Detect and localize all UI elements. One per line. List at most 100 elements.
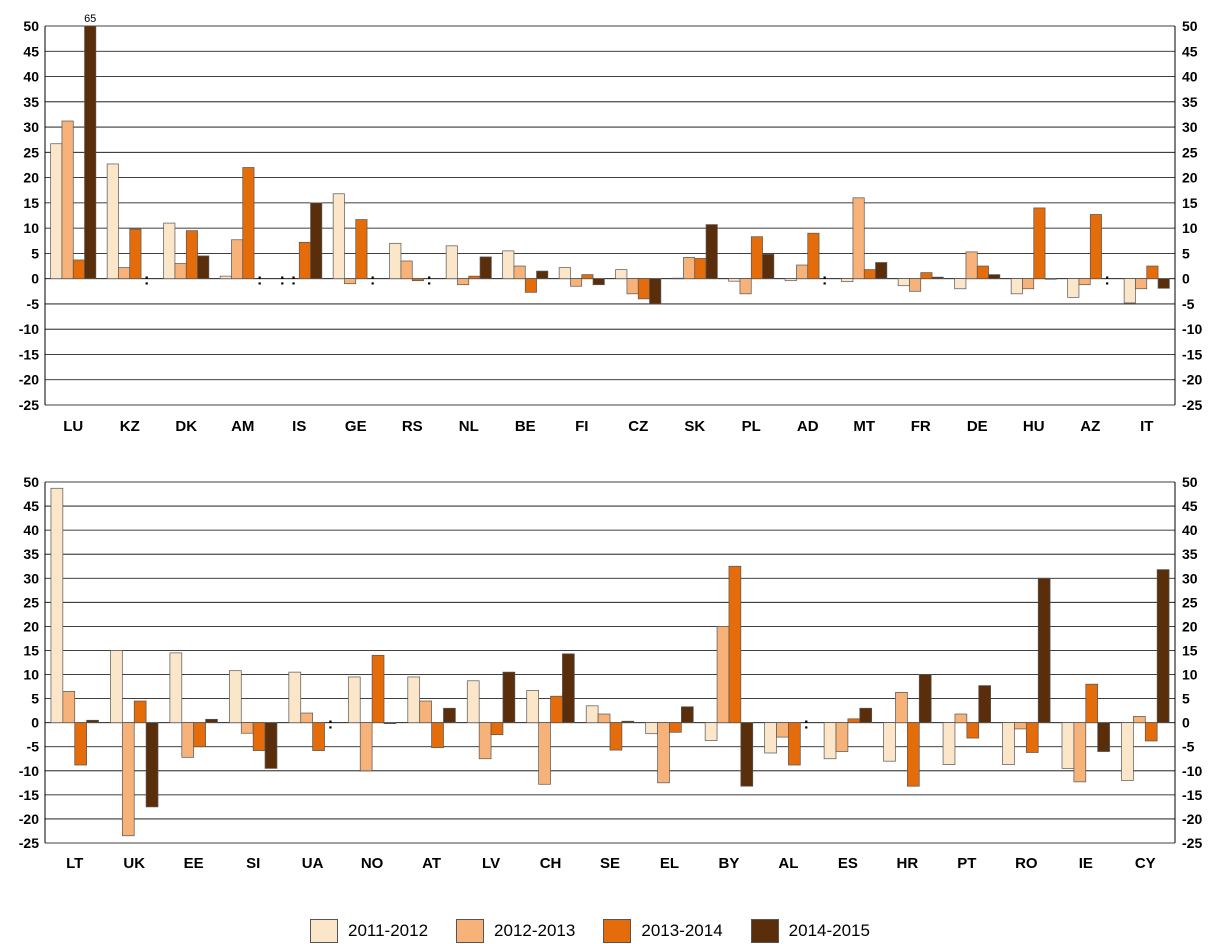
bar-PL-2012-2013 — [739, 278, 752, 295]
y-tick-label-left: 50 — [23, 18, 39, 34]
y-tick-label-left: 5 — [31, 691, 39, 707]
bar-SK-2011-2012 — [671, 277, 684, 280]
missing-marker: : — [427, 272, 432, 289]
category-label-LT: LT — [66, 855, 83, 872]
bar-BE-2012-2013 — [513, 265, 526, 280]
bar-HU-2012-2013 — [1022, 278, 1035, 290]
y-tick-label-left: -5 — [27, 296, 40, 312]
bar-CZ-2012-2013 — [626, 278, 639, 295]
bar-EL-2011-2012 — [645, 722, 658, 735]
category-label-CH: CH — [540, 855, 562, 872]
category-label-SI: SI — [246, 855, 260, 872]
category-label-CY: CY — [1135, 855, 1156, 872]
category-label-MT: MT — [853, 418, 875, 435]
category-label-BY: BY — [719, 855, 740, 872]
bar-EL-2013-2014 — [669, 722, 682, 733]
legend-swatch-2013-2014 — [603, 918, 632, 943]
category-label-EE: EE — [184, 855, 204, 872]
category-label-UK: UK — [123, 855, 145, 872]
bar-IE-2011-2012 — [1061, 722, 1075, 769]
bar-UK-2011-2012 — [110, 650, 123, 724]
bar-LT-2012-2013 — [62, 691, 76, 724]
y-tick-label-left: 15 — [23, 195, 39, 211]
category-label-RS: RS — [402, 418, 423, 435]
y-tick-label-right: -15 — [1182, 787, 1202, 803]
bar-GE-2012-2013 — [344, 278, 357, 285]
legend-swatch-2011-2012 — [310, 918, 338, 943]
category-label-AZ: AZ — [1080, 418, 1100, 435]
bar-SE-2013-2014 — [609, 722, 623, 751]
y-tick-label-right: 30 — [1182, 570, 1198, 586]
bar-BE-2014-2015 — [536, 270, 549, 280]
bar-CH-2012-2013 — [538, 722, 551, 785]
bar-AL-2011-2012 — [764, 722, 777, 754]
bar-CY-2012-2013 — [1133, 716, 1146, 724]
bar-AZ-2013-2014 — [1089, 214, 1102, 280]
y-tick-label-left: 30 — [23, 119, 39, 135]
bar-BY-2012-2013 — [716, 626, 730, 724]
bar-KZ-2012-2013 — [118, 267, 131, 280]
y-tick-label-left: -20 — [19, 811, 39, 827]
y-tick-label-right: 20 — [1182, 618, 1198, 634]
category-label-AD: AD — [797, 418, 819, 435]
bar-LU-2013-2014 — [72, 259, 85, 280]
bar-DE-2012-2013 — [965, 251, 978, 280]
y-tick-label-left: -5 — [27, 739, 40, 755]
category-label-FI: FI — [575, 418, 588, 435]
y-tick-label-right: -25 — [1182, 835, 1202, 851]
category-label-AT: AT — [422, 855, 441, 872]
bar-AD-2012-2013 — [796, 264, 809, 280]
bar-EE-2012-2013 — [181, 722, 195, 758]
y-tick-label-left: 25 — [23, 594, 39, 610]
category-label-DK: DK — [175, 418, 197, 435]
y-tick-label-right: 0 — [1182, 715, 1190, 731]
category-label-AM: AM — [231, 418, 254, 435]
missing-marker: : — [291, 272, 296, 289]
bar-DE-2014-2015 — [988, 274, 1001, 280]
category-label-SE: SE — [600, 855, 620, 872]
category-label-EL: EL — [660, 855, 679, 872]
bar-DK-2013-2014 — [185, 230, 198, 280]
legend-item-2012-2013: 2012-2013 — [456, 918, 575, 943]
missing-marker: : — [370, 272, 375, 289]
bar-AM-2011-2012 — [219, 275, 232, 280]
bar-IT-2011-2012 — [1123, 278, 1136, 304]
legend-label: 2011-2012 — [348, 920, 429, 940]
y-tick-label-left: 25 — [23, 144, 39, 160]
category-label-HR: HR — [897, 855, 919, 872]
bar-RO-2011-2012 — [1002, 722, 1015, 765]
y-tick-label-left: 15 — [23, 642, 39, 658]
bar-ES-2012-2013 — [835, 722, 849, 752]
bar-RS-2013-2014 — [411, 278, 424, 282]
y-tick-label-right: 40 — [1182, 69, 1198, 85]
bar-HR-2014-2015 — [918, 674, 932, 724]
category-label-AL: AL — [778, 855, 798, 872]
bar-AT-2013-2014 — [431, 722, 444, 749]
y-tick-label-left: 40 — [23, 522, 39, 538]
bar-SE-2014-2015 — [621, 720, 635, 724]
y-tick-label-right: 15 — [1182, 195, 1198, 211]
bar-FI-2014-2015 — [592, 278, 605, 286]
bar-RS-2012-2013 — [400, 260, 413, 280]
missing-marker: : — [804, 716, 809, 733]
bar-DE-2011-2012 — [954, 278, 967, 290]
bar-NO-2012-2013 — [359, 722, 373, 772]
bar-LU-2011-2012 — [50, 143, 63, 280]
bar-FR-2014-2015 — [931, 276, 944, 280]
bar-LV-2012-2013 — [478, 722, 492, 760]
category-label-RO: RO — [1015, 855, 1038, 872]
bar-EE-2013-2014 — [193, 722, 206, 748]
bar-NL-2014-2015 — [479, 256, 492, 280]
y-tick-label-right: -25 — [1182, 397, 1202, 413]
y-tick-label-left: 45 — [23, 498, 39, 514]
category-label-UA: UA — [302, 855, 324, 872]
value-annotation: 65 — [84, 13, 96, 25]
bar-FR-2011-2012 — [897, 278, 910, 287]
bar-KZ-2013-2014 — [129, 228, 142, 280]
bar-AT-2011-2012 — [407, 676, 421, 724]
bar-ES-2013-2014 — [847, 718, 861, 724]
bar-SK-2014-2015 — [705, 224, 718, 280]
bar-EL-2012-2013 — [657, 722, 670, 784]
category-label-CZ: CZ — [628, 418, 648, 435]
